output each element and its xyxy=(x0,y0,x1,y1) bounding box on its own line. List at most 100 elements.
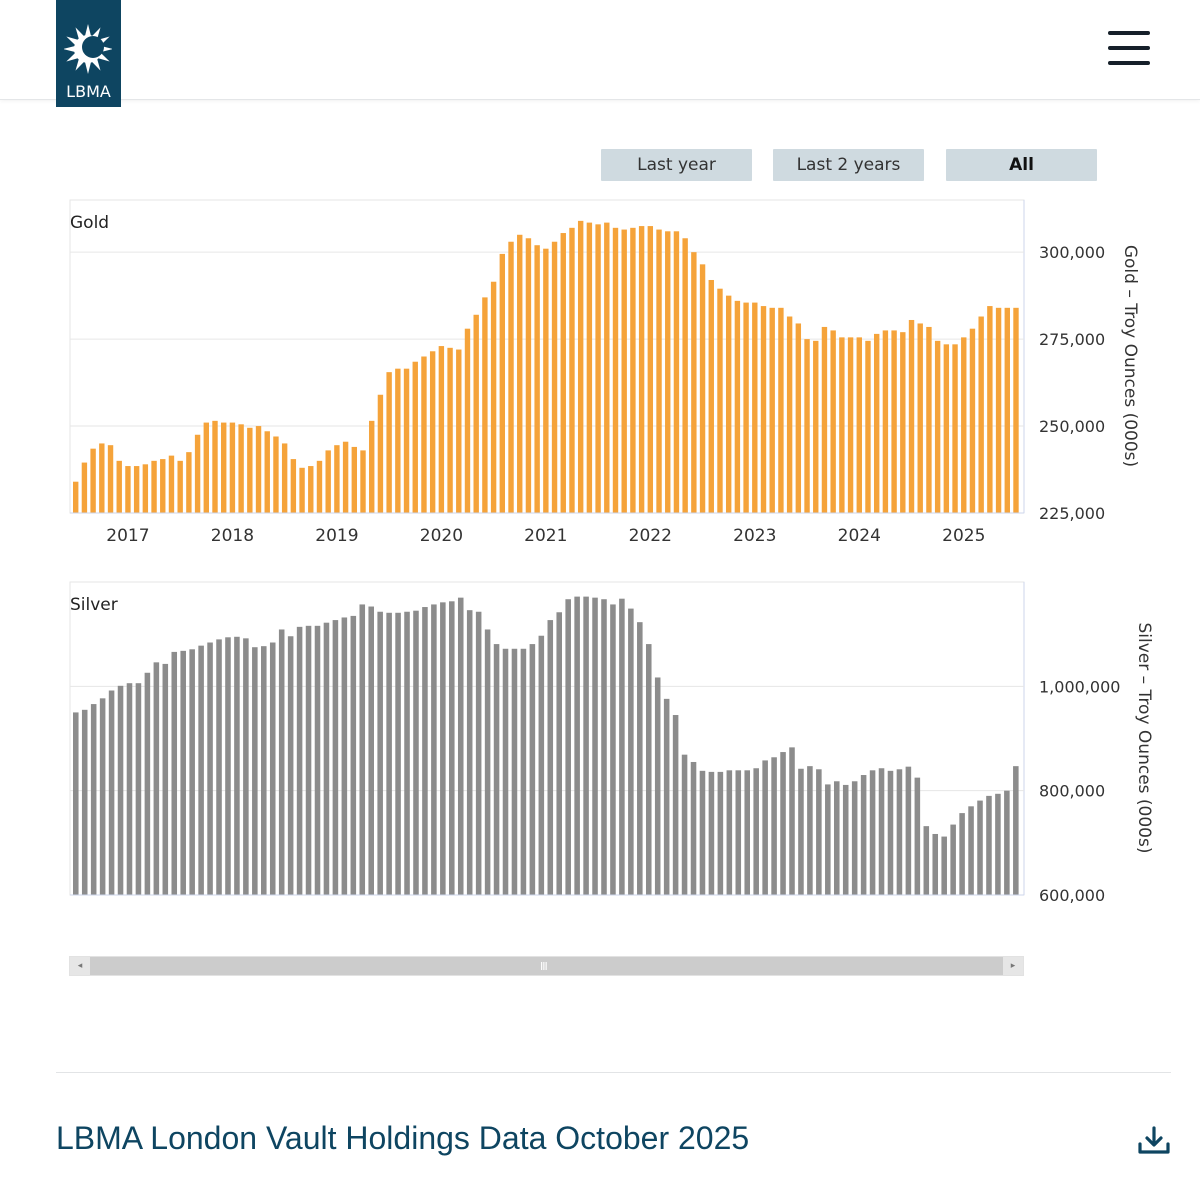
bar xyxy=(225,637,231,895)
bar xyxy=(987,306,993,513)
y-axis-title: Silver – Troy Ounces (000s) xyxy=(1134,623,1154,854)
bar xyxy=(316,460,323,513)
bar xyxy=(484,629,491,895)
chevron-right-icon[interactable]: ▸ xyxy=(1003,957,1023,975)
bar xyxy=(314,625,321,895)
bar xyxy=(604,222,610,514)
bar xyxy=(168,455,175,513)
bar xyxy=(699,770,706,895)
x-tick-label: 2022 xyxy=(629,526,672,546)
bar xyxy=(804,339,810,513)
bar xyxy=(186,452,192,513)
bar xyxy=(212,420,218,513)
bar xyxy=(255,426,262,513)
download-icon[interactable] xyxy=(1134,1124,1174,1158)
bar xyxy=(839,337,845,513)
bar xyxy=(682,238,688,513)
bar xyxy=(466,610,473,895)
bar xyxy=(612,227,619,513)
bar xyxy=(296,626,303,895)
scrollbar-thumb[interactable] xyxy=(89,957,1004,975)
y-tick-label: 800,000 xyxy=(1039,782,1105,801)
bar xyxy=(923,826,930,895)
bar xyxy=(647,226,654,513)
bar xyxy=(517,234,523,513)
bar xyxy=(595,224,601,513)
bar xyxy=(851,781,858,895)
bar xyxy=(108,690,115,895)
bar xyxy=(798,768,804,895)
y-tick-label: 250,000 xyxy=(1039,417,1105,436)
bar xyxy=(305,625,312,895)
bar xyxy=(735,770,742,895)
bar xyxy=(952,344,958,513)
bar xyxy=(125,466,131,513)
bar xyxy=(412,361,418,513)
bar xyxy=(743,302,749,513)
bar xyxy=(691,252,697,514)
bar xyxy=(638,226,645,513)
bar xyxy=(753,768,759,895)
page-title: LBMA London Vault Holdings Data October … xyxy=(56,1120,750,1156)
bar xyxy=(621,229,627,513)
bar xyxy=(135,683,142,895)
bar xyxy=(482,297,488,513)
bar xyxy=(842,784,849,895)
bar xyxy=(264,431,270,513)
bar xyxy=(896,769,903,895)
bar xyxy=(440,602,446,895)
bar xyxy=(771,757,777,895)
bar xyxy=(171,651,178,895)
bar xyxy=(778,307,784,513)
bar xyxy=(534,245,540,513)
bar xyxy=(133,466,140,513)
last-year-button[interactable]: Last year xyxy=(601,149,752,181)
bar xyxy=(413,610,419,895)
bar xyxy=(961,337,967,513)
all-button[interactable]: All xyxy=(946,149,1097,181)
panel-title: Gold xyxy=(70,213,109,233)
bar xyxy=(726,770,733,895)
bar xyxy=(699,264,706,513)
bar xyxy=(789,747,795,895)
bar xyxy=(198,645,204,895)
bar xyxy=(269,642,276,895)
bar xyxy=(577,220,584,513)
bar xyxy=(1013,766,1019,895)
bar xyxy=(592,597,598,895)
bar xyxy=(342,441,349,513)
bar xyxy=(475,611,482,895)
y-tick-label: 300,000 xyxy=(1039,243,1105,262)
bar xyxy=(825,784,831,895)
sun-logo-icon xyxy=(64,24,112,74)
bar xyxy=(860,775,867,895)
bar xyxy=(325,450,331,513)
bar xyxy=(116,460,122,513)
bar xyxy=(456,349,462,513)
bar xyxy=(90,704,97,895)
last-2-years-button[interactable]: Last 2 years xyxy=(773,149,924,181)
bar xyxy=(816,769,822,895)
bar xyxy=(508,241,514,514)
bar xyxy=(601,599,607,895)
bar xyxy=(891,330,897,513)
bar xyxy=(287,636,294,895)
bar xyxy=(665,231,671,514)
bar xyxy=(153,662,160,895)
bar xyxy=(395,368,401,513)
section-divider xyxy=(56,1072,1171,1073)
bar xyxy=(969,328,976,513)
bar xyxy=(760,306,767,513)
bar xyxy=(856,337,862,513)
bar xyxy=(878,768,885,895)
bar xyxy=(422,607,428,895)
x-tick-label: 2025 xyxy=(942,526,985,546)
hamburger-menu-icon[interactable] xyxy=(1106,29,1152,67)
bar xyxy=(499,253,506,513)
bar xyxy=(493,644,500,895)
x-tick-label: 2020 xyxy=(420,526,463,546)
bar xyxy=(151,460,157,513)
bar xyxy=(386,612,392,895)
chevron-left-icon[interactable]: ◂ xyxy=(70,957,90,975)
lbma-logo[interactable]: LBMA xyxy=(56,0,121,107)
